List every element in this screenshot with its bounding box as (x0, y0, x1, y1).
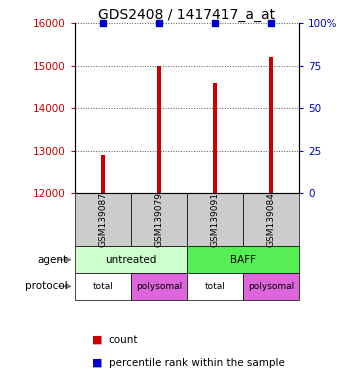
Bar (243, 273, 299, 300)
Text: GSM139091: GSM139091 (210, 192, 220, 247)
Text: GSM139084: GSM139084 (267, 192, 276, 247)
Bar (75, 193, 131, 247)
Bar (131, 273, 187, 300)
Bar (101, 155, 105, 193)
Bar (213, 83, 217, 193)
Text: GSM139079: GSM139079 (154, 192, 164, 247)
Text: polysomal: polysomal (136, 282, 182, 291)
Text: ■: ■ (92, 358, 102, 368)
Text: count: count (109, 335, 138, 345)
Text: BAFF: BAFF (230, 255, 256, 265)
Bar (75, 247, 187, 273)
Text: polysomal: polysomal (248, 282, 294, 291)
Bar (187, 247, 299, 273)
Text: ■: ■ (92, 335, 102, 345)
Text: percentile rank within the sample: percentile rank within the sample (109, 358, 285, 368)
Text: agent: agent (38, 255, 68, 265)
Bar (131, 193, 187, 247)
Bar (157, 66, 161, 193)
Bar (269, 57, 273, 193)
Bar (187, 273, 243, 300)
Text: GSM139087: GSM139087 (98, 192, 107, 247)
Bar (243, 193, 299, 247)
Text: total: total (205, 282, 225, 291)
Title: GDS2408 / 1417417_a_at: GDS2408 / 1417417_a_at (99, 8, 275, 22)
Bar (75, 273, 131, 300)
Bar (187, 193, 243, 247)
Text: protocol: protocol (25, 281, 68, 291)
Text: total: total (92, 282, 113, 291)
Text: untreated: untreated (105, 255, 157, 265)
